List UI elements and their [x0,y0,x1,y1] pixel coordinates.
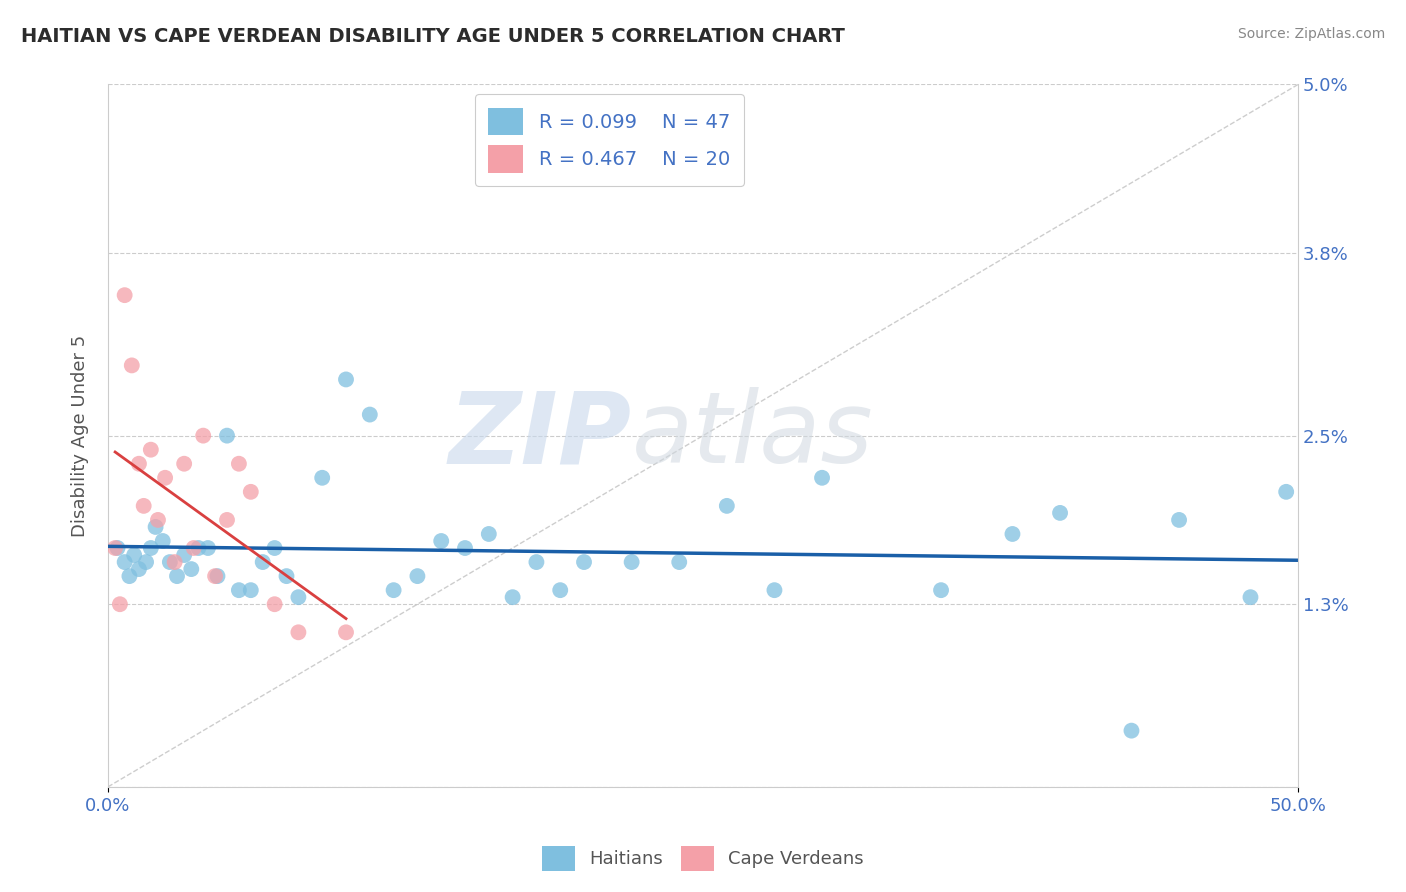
Point [173,548,195,562]
Point [239,583,262,598]
Point [311,471,333,485]
Point [929,583,952,598]
Point [204,569,226,583]
Point [335,372,357,386]
Point [1239,590,1261,604]
Point [430,534,453,549]
Point [287,590,309,604]
Point [207,569,229,583]
Point [526,555,548,569]
Point [548,583,571,598]
Point [163,555,186,569]
Point [335,625,357,640]
Point [135,555,157,569]
Text: atlas: atlas [631,387,873,484]
Text: HAITIAN VS CAPE VERDEAN DISABILITY AGE UNDER 5 CORRELATION CHART: HAITIAN VS CAPE VERDEAN DISABILITY AGE U… [21,27,845,45]
Point [114,555,136,569]
Point [128,562,150,576]
Point [454,541,477,555]
Point [159,555,181,569]
Point [132,499,155,513]
Point [263,597,285,611]
Point [668,555,690,569]
Point [118,569,141,583]
Point [146,513,169,527]
Point [183,541,205,555]
Point [572,555,595,569]
Point [228,583,250,598]
Point [1049,506,1071,520]
Point [252,555,274,569]
Point [121,359,143,373]
Point [239,484,262,499]
Point [228,457,250,471]
Point [197,541,219,555]
Point [263,541,285,555]
Point [104,541,127,555]
Point [166,569,188,583]
Point [1275,484,1298,499]
Legend: Haitians, Cape Verdeans: Haitians, Cape Verdeans [536,838,870,879]
Text: ZIP: ZIP [449,387,631,484]
Point [128,457,150,471]
Point [145,520,167,534]
Point [620,555,643,569]
Point [811,471,834,485]
Point [502,590,524,604]
Point [139,442,162,457]
Point [215,513,238,527]
Point [359,408,381,422]
Point [276,569,298,583]
Point [716,499,738,513]
Point [153,471,176,485]
Point [1121,723,1143,738]
Text: Source: ZipAtlas.com: Source: ZipAtlas.com [1237,27,1385,41]
Point [193,428,215,442]
Legend: R = 0.099    N = 47, R = 0.467    N = 20: R = 0.099 N = 47, R = 0.467 N = 20 [475,95,744,186]
Point [108,597,131,611]
Point [187,541,209,555]
Y-axis label: Disability Age Under 5: Disability Age Under 5 [72,334,89,537]
Point [114,288,136,302]
Point [1001,527,1024,541]
Point [478,527,501,541]
Point [763,583,786,598]
Point [173,457,195,471]
Point [287,625,309,640]
Point [382,583,405,598]
Point [1168,513,1191,527]
Point [122,548,145,562]
Point [215,428,238,442]
Point [107,541,129,555]
Point [139,541,162,555]
Point [152,534,174,549]
Point [406,569,429,583]
Point [180,562,202,576]
